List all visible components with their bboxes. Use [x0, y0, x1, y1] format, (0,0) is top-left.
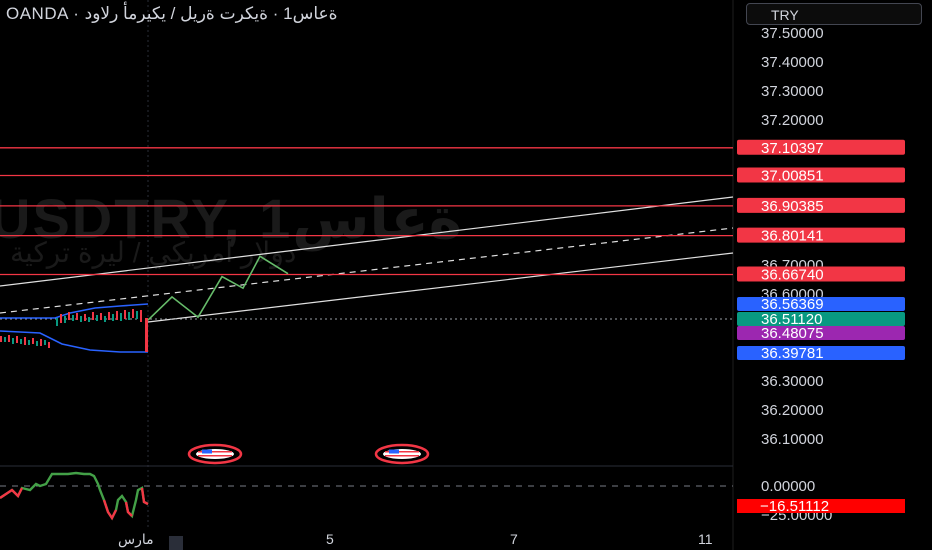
- price-badge: [737, 297, 905, 311]
- price-badge: [737, 326, 905, 340]
- level-badges: 37.10397 37.00851 36.90385 36.80141 36.66740: [737, 139, 905, 284]
- oscillator-line: [0, 471, 149, 521]
- lower-band: [0, 330, 148, 353]
- channel-middle-line[interactable]: [0, 227, 734, 314]
- time-marker: [169, 536, 183, 550]
- level-value-label: 36.90385: [761, 198, 824, 215]
- oscillator-segment-red: [124, 501, 133, 517]
- symbol-header[interactable]: OANDA · ةعاس1 · ةيكرت ةريل / يكيرمأ رلاو…: [6, 4, 338, 23]
- time-label: مارس: [118, 531, 154, 548]
- level-badge: [737, 167, 905, 183]
- event-icons[interactable]: [187, 443, 430, 465]
- price-axis-label: 36.10000: [761, 431, 824, 448]
- oscillator-segment-red: [102, 499, 118, 521]
- currency-selector[interactable]: TRY: [746, 3, 922, 25]
- price-badge: [737, 312, 905, 326]
- oscillator-segment-red: [140, 487, 149, 506]
- channel-upper-line[interactable]: [0, 196, 734, 287]
- level-badge: [737, 266, 905, 282]
- price-badge-label: 36.51120: [761, 311, 822, 328]
- symbol-watermark: USDTRY, 1ةعاس: [0, 187, 462, 250]
- level-badge: [737, 139, 905, 155]
- time-label: 7: [510, 531, 518, 547]
- projection-path[interactable]: [147, 255, 289, 321]
- level-value-label: 36.80141: [761, 228, 824, 245]
- price-badge-label: 36.48075: [761, 325, 824, 342]
- price-axis-label: 37.50000: [761, 25, 824, 42]
- price-axis-label: 36.30000: [761, 373, 824, 390]
- price-badge-label: 36.56369: [761, 296, 824, 313]
- horizontal-levels[interactable]: [0, 147, 733, 276]
- price-axis-label: 37.30000: [761, 83, 824, 100]
- oscillator-segment-red: [0, 487, 24, 499]
- price-badge-label: 36.39781: [761, 345, 824, 362]
- price-axis-label: 37.40000: [761, 54, 824, 71]
- level-value-label: 37.10397: [761, 140, 824, 157]
- price-axis-label: 36.20000: [761, 402, 824, 419]
- level-value-label: 37.00851: [761, 168, 824, 185]
- us-flag-icon[interactable]: [187, 443, 243, 465]
- price-badge: [737, 346, 905, 360]
- candles: [0, 309, 148, 352]
- channel-lower-line[interactable]: [147, 252, 734, 323]
- price-axis-label: 37.20000: [761, 112, 824, 129]
- time-label: 5: [326, 531, 334, 547]
- time-label: 11: [698, 531, 713, 547]
- oscillator-zero-label: 0.00000: [761, 478, 815, 495]
- description-watermark: دولار أمريكي / ليرة تركية: [10, 237, 297, 268]
- us-flag-icon[interactable]: [374, 443, 430, 465]
- oscillator-value-label: −16.51112: [760, 498, 829, 515]
- upper-band: [0, 303, 149, 319]
- level-value-label: 36.66740: [761, 267, 824, 284]
- oscillator-value-badge: [737, 499, 905, 513]
- level-badge: [737, 197, 905, 213]
- level-badge: [737, 227, 905, 243]
